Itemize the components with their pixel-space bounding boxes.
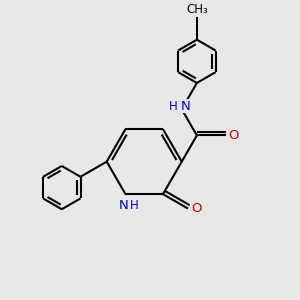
Text: N: N (180, 100, 190, 113)
Text: H: H (130, 199, 139, 212)
Text: O: O (191, 202, 201, 215)
Text: N: N (118, 199, 128, 212)
Text: O: O (229, 129, 239, 142)
Text: H: H (169, 100, 178, 113)
Text: CH₃: CH₃ (186, 3, 208, 16)
